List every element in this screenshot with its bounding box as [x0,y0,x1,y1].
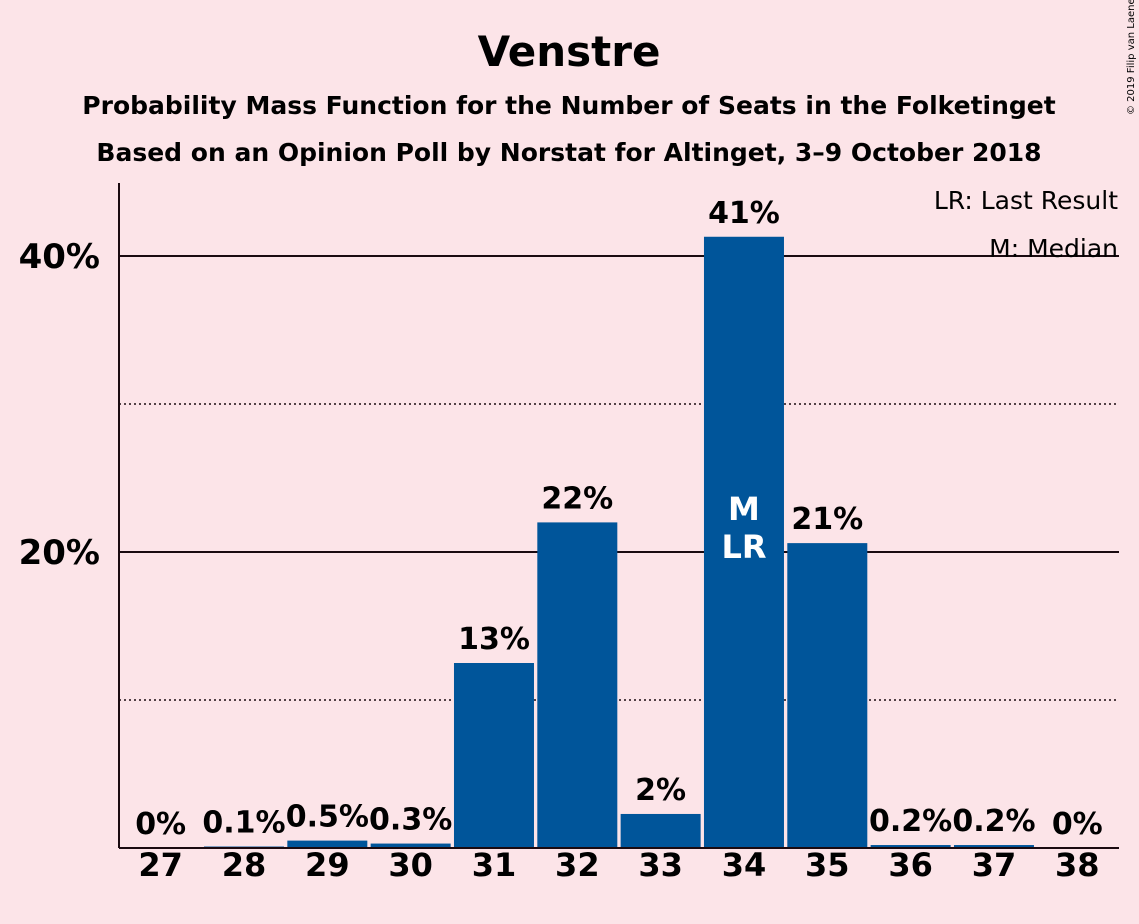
grid [119,255,1119,701]
data-label: 0.3% [369,803,452,838]
bar-marker-label: LR [721,528,766,566]
legend-last-result: LR: Last Result [934,186,1118,215]
bar [287,840,368,848]
bar [453,663,534,848]
bar [370,843,451,848]
x-tick-label: 33 [638,846,683,884]
y-axis-ticks: 20% 40% [19,237,100,573]
bar-marker-label: M [728,490,760,528]
copyright-text: © 2019 Filip van Laenen [1126,0,1137,115]
y-tick-label: 20% [19,533,100,573]
bar [787,543,868,848]
data-label: 2% [635,773,686,808]
x-tick-label: 38 [1055,846,1100,884]
y-tick-label: 40% [19,237,100,277]
x-tick-label: 27 [138,846,183,884]
x-tick-label: 28 [222,846,267,884]
data-label: 0.2% [952,804,1035,839]
chart-title: Venstre [478,27,661,76]
data-label: 0.5% [286,800,369,835]
data-label: 13% [458,622,530,657]
bars [203,236,1034,848]
chart-subtitle-2: Based on an Opinion Poll by Norstat for … [96,138,1041,167]
data-label: 0.1% [202,806,285,841]
bar [620,813,701,848]
bar [537,522,618,848]
data-label: 41% [708,196,780,231]
data-labels: 0% 0.1% 0.5% 0.3% 13% 22% 2% 41% 21% 0.2% 0.2% 0% ML… [135,196,1103,842]
x-tick-label: 37 [972,846,1017,884]
x-tick-label: 30 [388,846,433,884]
data-label: 0% [135,807,186,842]
x-tick-label: 35 [805,846,850,884]
bar [703,236,784,848]
bar [953,845,1034,848]
x-axis-ticks: 27 28 29 30 31 32 33 34 35 36 37 38 [138,846,1099,884]
legend-median: M: Median [989,234,1118,263]
data-label: 21% [791,502,863,537]
x-tick-label: 36 [888,846,933,884]
chart-subtitle: Probability Mass Function for the Number… [82,91,1055,120]
x-tick-label: 29 [305,846,350,884]
x-tick-label: 32 [555,846,600,884]
bar [870,845,951,848]
x-tick-label: 31 [472,846,517,884]
data-label: 22% [541,481,613,516]
x-tick-label: 34 [722,846,767,884]
data-label: 0.2% [869,804,952,839]
data-label: 0% [1052,807,1103,842]
